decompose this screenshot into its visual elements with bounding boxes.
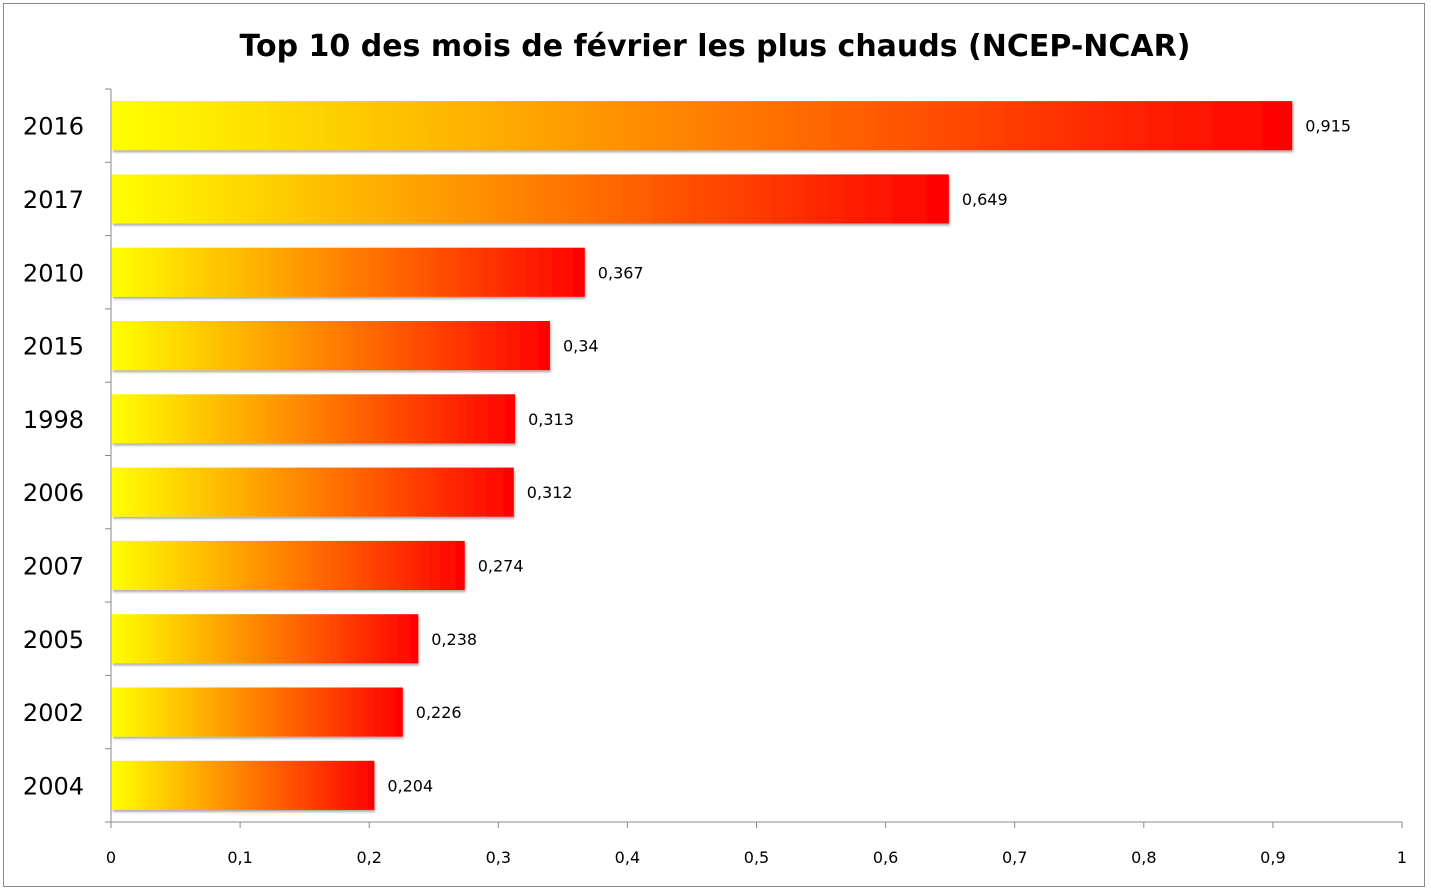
- data-label-2007: 0,274: [478, 556, 524, 575]
- category-label-2005: 2005: [23, 626, 84, 654]
- category-label-1998: 1998: [23, 406, 84, 434]
- chart-title: Top 10 des mois de février les plus chau…: [240, 29, 1191, 64]
- x-tick-label: 0,3: [486, 848, 511, 867]
- x-tick-label: 1: [1397, 848, 1407, 867]
- bar-2002: [112, 687, 403, 737]
- data-label-2006: 0,312: [527, 483, 573, 502]
- data-label-2016: 0,915: [1305, 117, 1351, 136]
- category-label-2016: 2016: [23, 113, 84, 141]
- data-label-2017: 0,649: [962, 190, 1008, 209]
- bar-2017: [112, 174, 949, 224]
- bar-2016: [112, 101, 1293, 151]
- data-label-2015: 0,34: [563, 337, 599, 356]
- bar-2010: [112, 247, 585, 297]
- bar-1998: [112, 394, 516, 444]
- category-label-2006: 2006: [23, 479, 84, 507]
- category-label-2010: 2010: [23, 259, 84, 287]
- data-label-2010: 0,367: [598, 263, 644, 282]
- category-label-2004: 2004: [23, 772, 84, 800]
- axes-layer: 0 0,1 0,2 0,3 0,4 0,5 0,6 0,7 0,8 0,9 1: [105, 88, 1407, 867]
- x-tick-label: 0,1: [227, 848, 252, 867]
- x-tick-label: 0,2: [356, 848, 381, 867]
- category-label-2017: 2017: [23, 186, 84, 214]
- bar-2004: [112, 760, 375, 810]
- x-tick-label: 0,9: [1260, 848, 1285, 867]
- chart-frame: [3, 3, 1425, 887]
- bar-2006: [112, 467, 514, 517]
- x-tick-label: 0,8: [1131, 848, 1156, 867]
- bar-2007: [112, 540, 465, 591]
- data-label-2002: 0,226: [416, 703, 462, 722]
- data-label-1998: 0,313: [528, 410, 574, 429]
- bars-layer: 2016 0,915 2017 0,649 2010 0,367 2015 0,34 1998 0…: [23, 101, 1351, 810]
- category-label-2007: 2007: [23, 552, 84, 580]
- data-label-2004: 0,204: [387, 776, 433, 795]
- x-tick-label: 0,5: [744, 848, 769, 867]
- x-tick-label: 0: [106, 848, 116, 867]
- category-label-2015: 2015: [23, 333, 84, 361]
- x-tick-label: 0,4: [615, 848, 640, 867]
- bar-2005: [112, 614, 419, 664]
- data-label-2005: 0,238: [431, 630, 477, 649]
- category-label-2002: 2002: [23, 699, 84, 727]
- x-tick-label: 0,6: [873, 848, 898, 867]
- x-tick-label: 0,7: [1002, 848, 1027, 867]
- bar-2015: [112, 320, 550, 371]
